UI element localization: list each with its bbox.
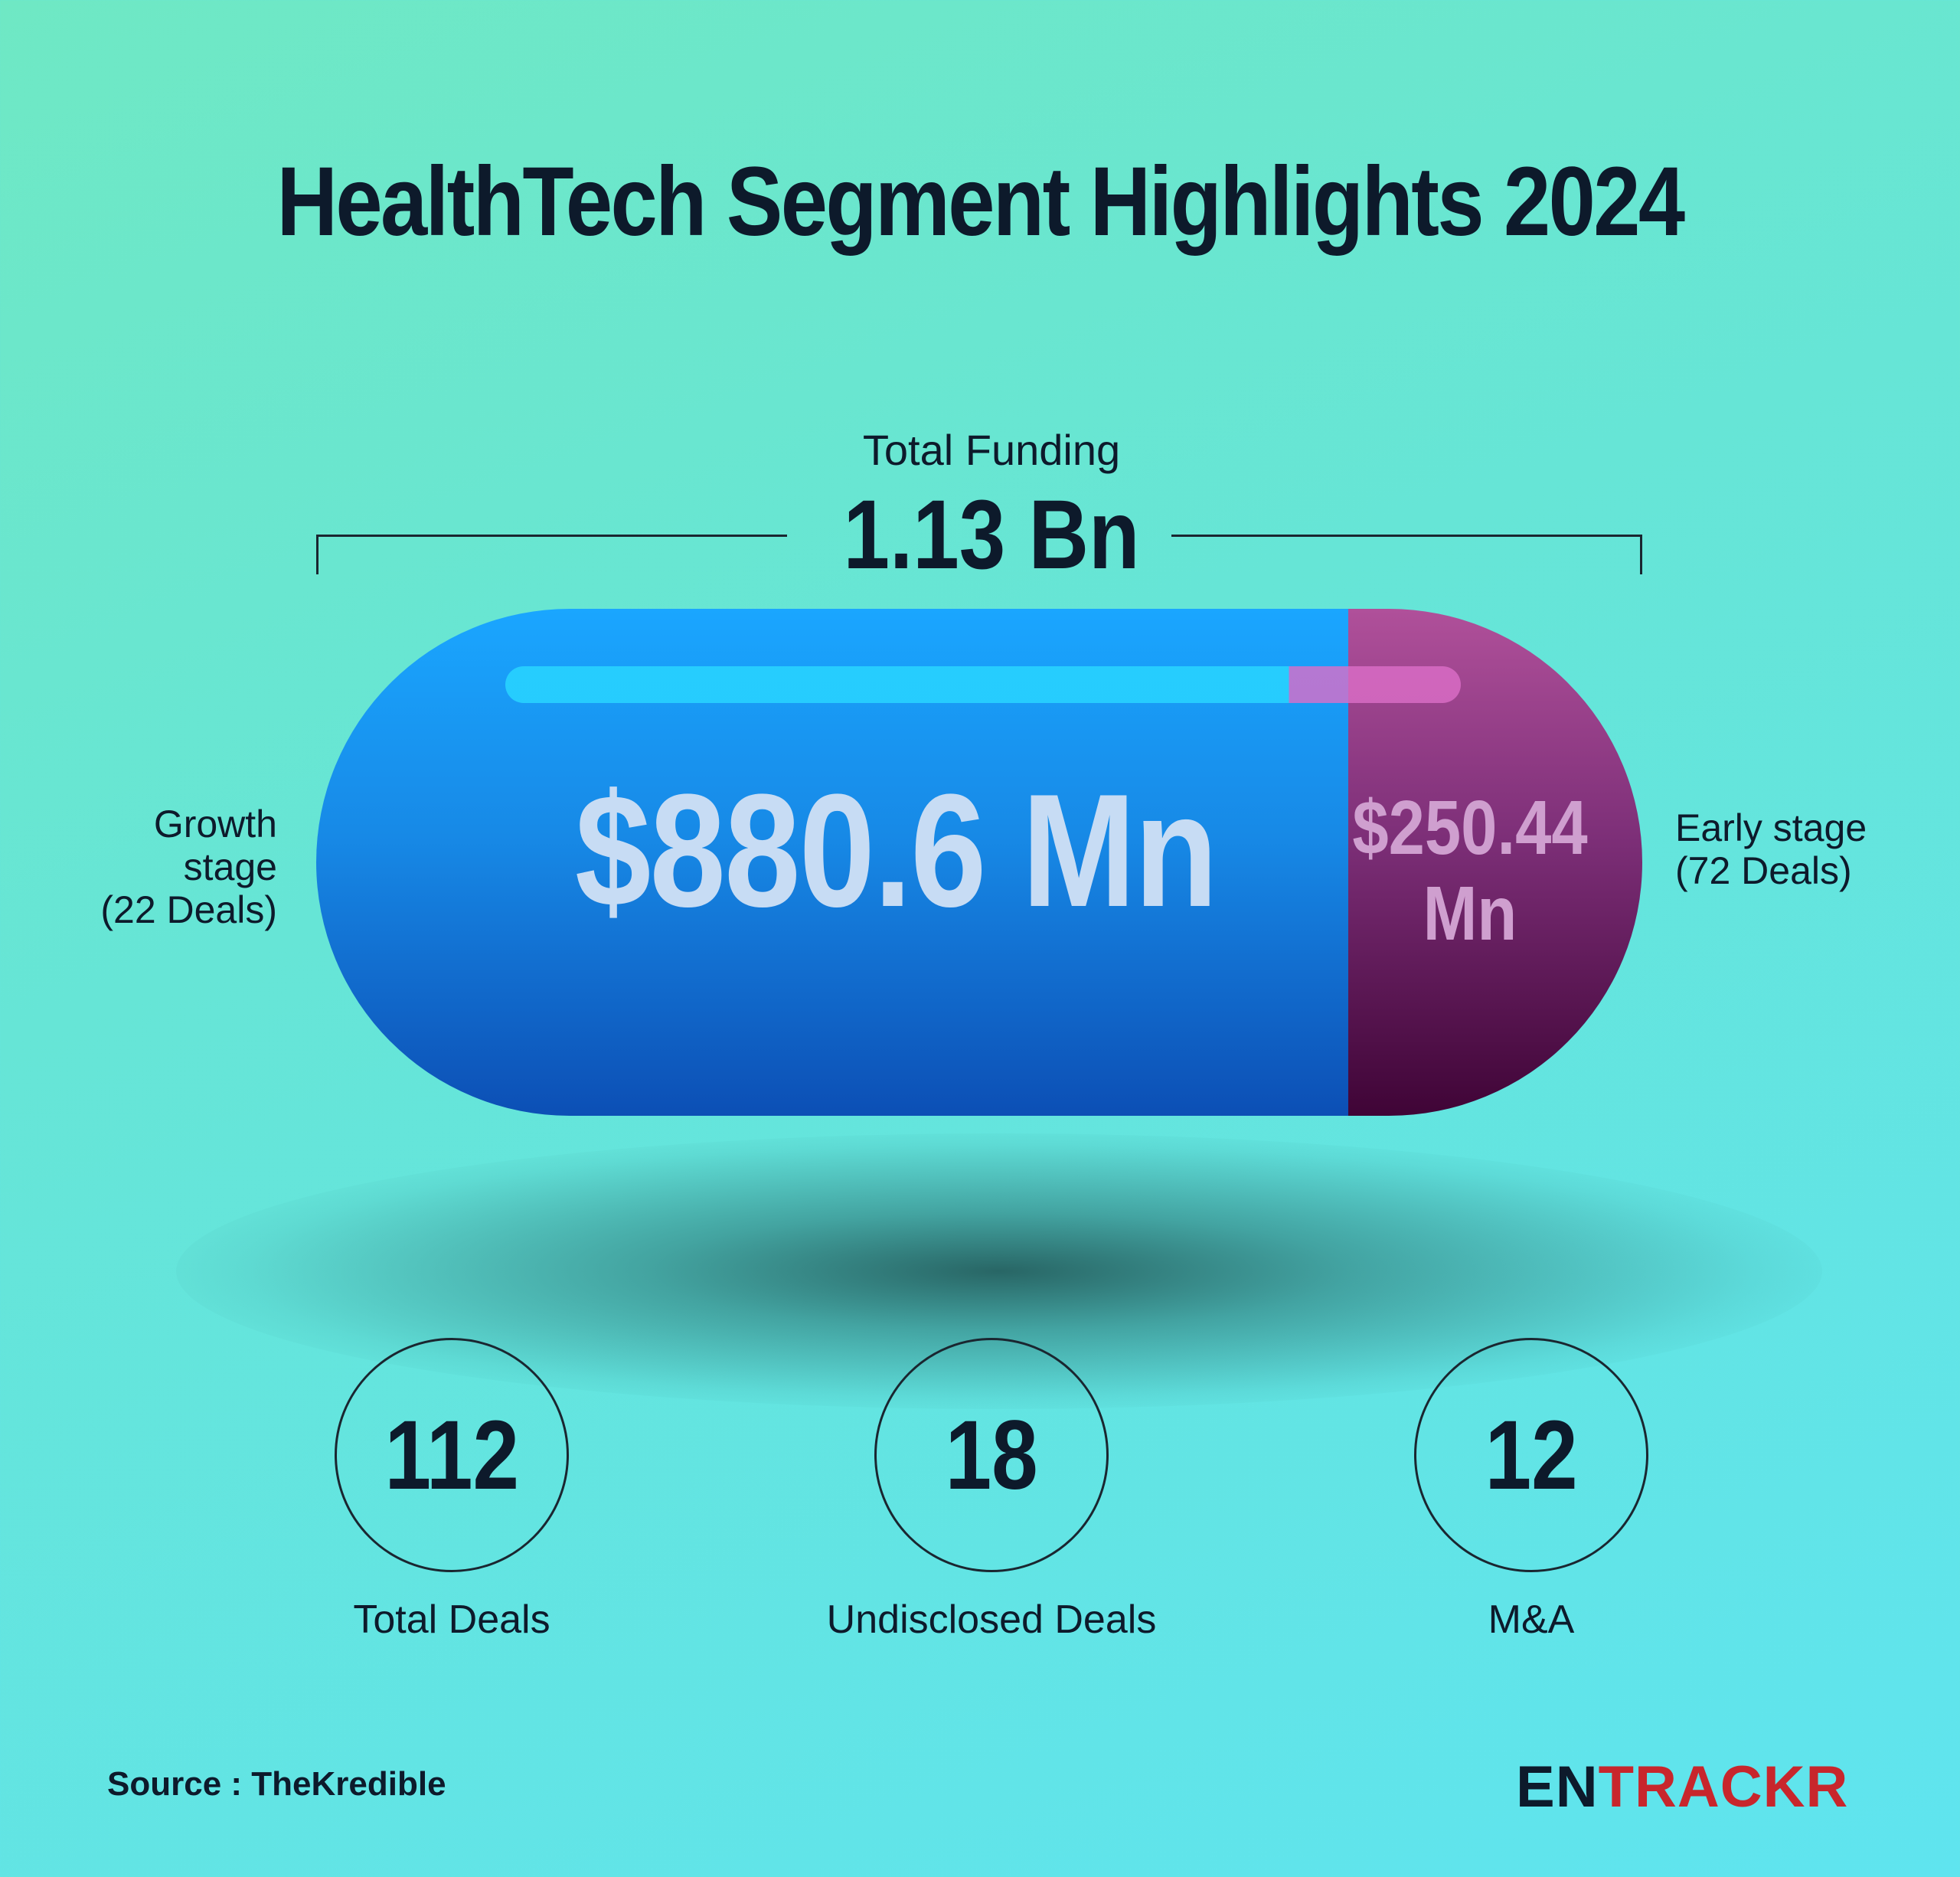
growth-stage-label-line2: stage [183, 845, 277, 888]
total-funding-value: 1.13 Bn [843, 480, 1140, 590]
growth-stage-label-line1: Growth [153, 803, 277, 845]
stat-label-total-deals: Total Deals [353, 1597, 550, 1642]
stat-value-total-deals: 112 [384, 1400, 519, 1510]
bracket-left-line [316, 535, 787, 537]
stat-circle-mna: 12 [1414, 1338, 1648, 1572]
total-funding-label: Total Funding [862, 426, 1121, 474]
early-stage-value-line2: Mn [1423, 871, 1517, 956]
growth-stage-deals: (22 Deals) [100, 888, 277, 931]
growth-stage-value: $880.6 Mn [575, 760, 1218, 940]
page-title: HealthTech Segment Highlights 2024 [276, 147, 1685, 257]
growth-stage-label: Growth stage (22 Deals) [100, 803, 277, 931]
bracket-left-tick [316, 535, 318, 574]
bracket-right-tick [1640, 535, 1642, 574]
stat-circle-undisclosed-deals: 18 [874, 1338, 1109, 1572]
logo-part-trackr: TRACKR [1598, 1754, 1849, 1820]
pill-highlight [505, 666, 1461, 703]
stat-value-mna: 12 [1485, 1400, 1578, 1510]
source-note: Source : TheKredible [107, 1765, 446, 1803]
logo-part-en: EN [1516, 1754, 1599, 1820]
bracket-right-line [1171, 535, 1642, 537]
stat-label-undisclosed-deals: Undisclosed Deals [826, 1597, 1157, 1642]
early-stage-value-line1: $250.44 [1352, 785, 1588, 871]
funding-pill [316, 609, 1642, 1116]
stat-label-mna: M&A [1488, 1597, 1575, 1642]
stat-value-undisclosed-deals: 18 [945, 1400, 1038, 1510]
stat-circle-total-deals: 112 [335, 1338, 569, 1572]
early-stage-label-line1: Early stage [1675, 806, 1867, 849]
entrackr-logo: ENTRACKR [1516, 1754, 1848, 1820]
early-stage-label: Early stage (72 Deals) [1675, 806, 1867, 892]
early-stage-deals: (72 Deals) [1675, 849, 1852, 892]
early-stage-value: $250.44 Mn [1334, 785, 1607, 956]
